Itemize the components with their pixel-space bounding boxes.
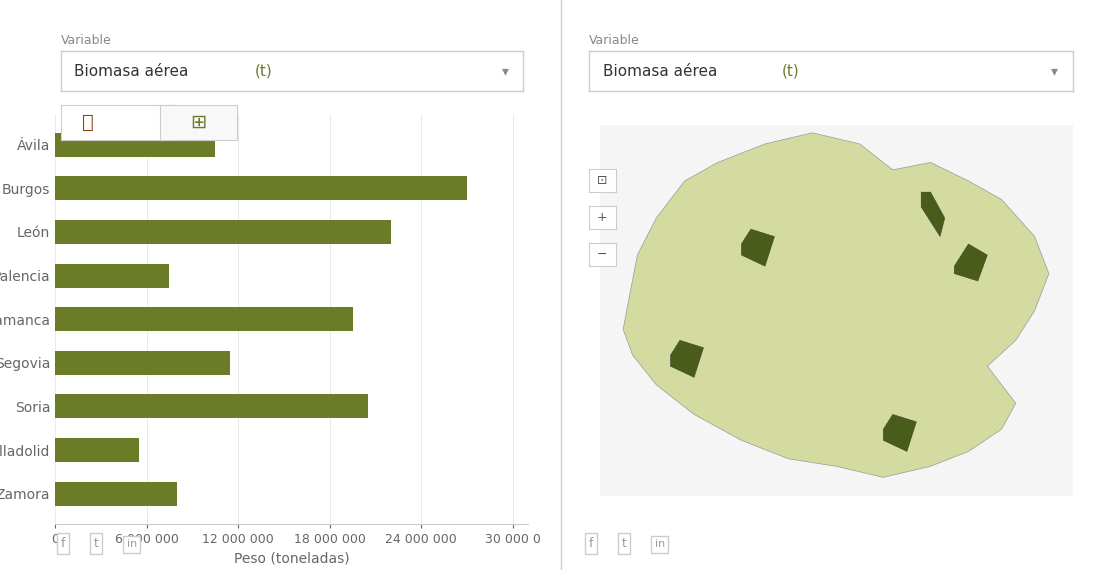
Text: in: in [126,539,136,549]
Polygon shape [955,244,988,281]
Polygon shape [741,229,774,266]
Text: t: t [94,537,98,550]
Text: −: − [597,249,607,261]
Bar [55,307,352,331]
Text: in: in [654,539,664,549]
Text: Variable: Variable [588,34,639,47]
Bar [55,220,390,244]
Text: f: f [588,537,593,550]
Polygon shape [921,192,945,237]
Text: (t): (t) [782,64,800,79]
Text: ⊞: ⊞ [190,113,206,132]
Bar [55,133,216,157]
Polygon shape [623,133,1048,477]
Bar [55,394,367,418]
Text: f: f [60,537,65,550]
Text: ▾: ▾ [1050,64,1058,78]
Text: ⊡: ⊡ [597,174,607,187]
Text: Biomasa aérea: Biomasa aérea [603,64,723,79]
Polygon shape [883,414,916,451]
Bar [55,176,468,200]
Text: 📊: 📊 [82,113,94,132]
Text: +: + [597,211,607,224]
Bar [55,482,177,506]
Bar [55,351,231,375]
Text: (t): (t) [254,64,273,79]
Text: Biomasa aérea: Biomasa aérea [75,64,194,79]
Bar [55,438,139,462]
X-axis label: Peso (toneladas): Peso (toneladas) [233,552,350,566]
Text: ▾: ▾ [502,64,508,78]
Text: t: t [621,537,626,550]
Bar [55,263,169,287]
Text: Variable: Variable [60,34,111,47]
Polygon shape [671,340,704,377]
